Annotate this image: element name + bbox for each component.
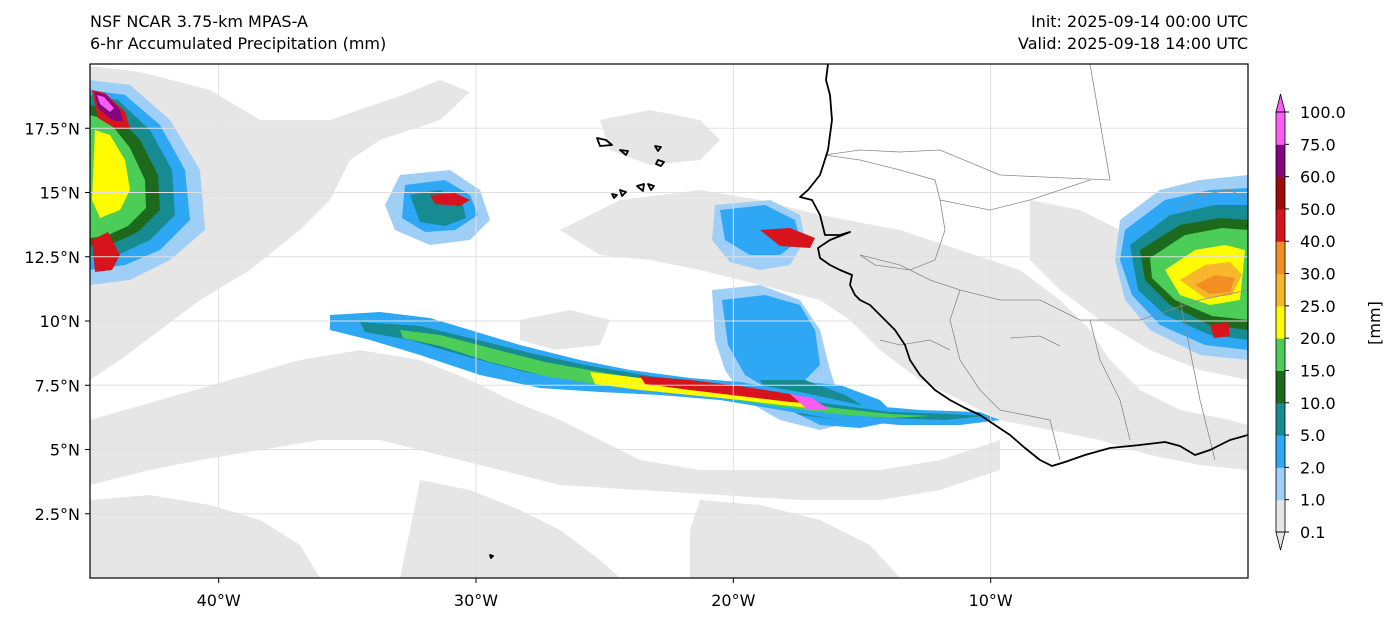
colorbar-level-label: 40.0 bbox=[1300, 232, 1336, 251]
colorbar-level-label: 75.0 bbox=[1300, 135, 1336, 154]
colorbar-bin bbox=[1276, 402, 1285, 436]
colorbar-bin bbox=[1276, 499, 1285, 533]
colorbar-bin bbox=[1276, 112, 1285, 145]
colorbar-level-label: 100.0 bbox=[1300, 103, 1346, 122]
lon-tick-label: 30°W bbox=[454, 591, 498, 610]
colorbar-level-label: 25.0 bbox=[1300, 297, 1336, 316]
lat-tick-label: 7.5°N bbox=[35, 376, 80, 395]
lat-tick-label: 2.5°N bbox=[35, 505, 80, 524]
lon-tick-label: 40°W bbox=[197, 591, 241, 610]
colorbar-frame bbox=[1275, 111, 1286, 533]
lat-tick-label: 12.5°N bbox=[24, 248, 80, 267]
colorbar-under-extension bbox=[1275, 531, 1286, 551]
colorbar-bin bbox=[1276, 338, 1285, 371]
graticule bbox=[90, 64, 1248, 578]
lat-tick-label: 5°N bbox=[50, 441, 80, 460]
longitude-ticks: 40°W 30°W 20°W 10°W bbox=[197, 578, 1013, 610]
colorbar-bin bbox=[1276, 370, 1285, 404]
colorbar-level-label: 60.0 bbox=[1300, 168, 1336, 187]
colorbar-level-label: 15.0 bbox=[1300, 361, 1336, 380]
lat-tick-label: 17.5°N bbox=[24, 119, 80, 138]
country-borders bbox=[824, 64, 1248, 461]
colorbar-bin bbox=[1276, 305, 1285, 339]
map-area bbox=[90, 64, 1248, 578]
valid-time: Valid: 2025-09-18 14:00 UTC bbox=[1017, 34, 1248, 53]
init-time: Init: 2025-09-14 00:00 UTC bbox=[1030, 12, 1248, 31]
colorbar-level-label: 30.0 bbox=[1300, 265, 1336, 284]
colorbar-level-label: 0.1 bbox=[1300, 523, 1325, 542]
colorbar-level-label: 5.0 bbox=[1300, 426, 1325, 445]
colorbar-level-label: 20.0 bbox=[1300, 329, 1336, 348]
latitude-ticks: 2.5°N 5°N 7.5°N 10°N 12.5°N 15°N 17.5°N bbox=[24, 119, 90, 524]
lat-tick-label: 15°N bbox=[40, 184, 80, 203]
precip-30mm bbox=[1195, 275, 1235, 294]
colorbar-bin bbox=[1276, 273, 1285, 307]
colorbar-bin bbox=[1276, 144, 1285, 178]
model-name: NSF NCAR 3.75-km MPAS-A bbox=[90, 12, 308, 31]
colorbar-bin bbox=[1276, 435, 1285, 468]
lon-tick-label: 10°W bbox=[969, 591, 1013, 610]
itcz-band bbox=[330, 193, 1000, 425]
precip-100mm bbox=[97, 95, 114, 112]
colorbar-bin bbox=[1276, 467, 1285, 501]
lon-tick-label: 20°W bbox=[711, 591, 755, 610]
colorbar-bin bbox=[1276, 208, 1285, 242]
colorbar-bin bbox=[1276, 176, 1285, 210]
colorbar-level-label: 10.0 bbox=[1300, 394, 1336, 413]
coastline bbox=[489, 64, 1248, 559]
colorbar: 0.1 1.0 2.0 5.0 10.0 15.0 20.0 25.0 30.0 40.0 50.0… bbox=[1275, 93, 1346, 551]
lat-tick-label: 10°N bbox=[40, 312, 80, 331]
colorbar-level-label: 2.0 bbox=[1300, 458, 1325, 477]
map-header-right: Init: 2025-09-14 00:00 UTC Valid: 2025-0… bbox=[1018, 11, 1248, 55]
colorbar-over-extension bbox=[1275, 93, 1286, 113]
colorbar-level-label: 50.0 bbox=[1300, 200, 1336, 219]
field-name: 6-hr Accumulated Precipitation (mm) bbox=[90, 34, 387, 53]
colorbar-bin bbox=[1276, 241, 1285, 275]
map-header-left: NSF NCAR 3.75-km MPAS-A 6-hr Accumulated… bbox=[90, 11, 386, 55]
colorbar-level-label: 1.0 bbox=[1300, 491, 1325, 510]
colorbar-unit-label: [mm] bbox=[1365, 301, 1384, 345]
